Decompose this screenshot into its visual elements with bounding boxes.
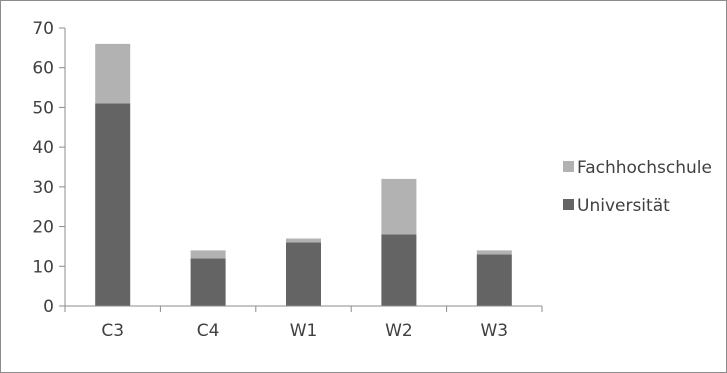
bar-w1-fachhochschule bbox=[286, 238, 321, 243]
bar-c3-fachhochschule bbox=[95, 43, 131, 104]
bar-w1-universitaet bbox=[286, 242, 321, 306]
x-tick-label: W1 bbox=[290, 321, 318, 341]
bar-w2-fachhochschule bbox=[381, 178, 417, 235]
y-tick-label: 10 bbox=[32, 257, 54, 277]
y-tick-label: 20 bbox=[32, 218, 54, 238]
y-tick-label: 40 bbox=[32, 138, 54, 158]
legend: Fachhochschule Universität bbox=[563, 158, 712, 216]
y-tick-label: 0 bbox=[43, 297, 54, 317]
legend-label: Fachhochschule bbox=[577, 158, 712, 178]
bar-c3-universitaet bbox=[95, 103, 131, 306]
legend-swatch bbox=[563, 161, 574, 172]
bars bbox=[95, 43, 512, 306]
x-axis-ticks: C3 C4 W1 W2 W3 bbox=[64, 306, 543, 341]
bar-w2-universitaet bbox=[381, 234, 417, 306]
x-tick-label: C3 bbox=[101, 321, 124, 341]
bar-w3-universitaet bbox=[476, 254, 512, 306]
x-tick-label: C4 bbox=[197, 321, 220, 341]
bar-w3-fachhochschule bbox=[476, 250, 512, 255]
y-axis-ticks: 0 10 20 30 40 50 60 70 bbox=[32, 19, 65, 317]
x-tick-label: W2 bbox=[385, 321, 413, 341]
x-tick-label: W3 bbox=[480, 321, 508, 341]
legend-label: Universität bbox=[577, 196, 670, 216]
y-tick-label: 30 bbox=[32, 178, 54, 198]
bar-c4-fachhochschule bbox=[190, 250, 226, 259]
bar-c4-universitaet bbox=[190, 258, 226, 306]
y-tick-label: 70 bbox=[32, 19, 54, 39]
y-tick-label: 60 bbox=[32, 59, 54, 79]
legend-swatch bbox=[563, 199, 574, 210]
y-tick-label: 50 bbox=[32, 98, 54, 118]
